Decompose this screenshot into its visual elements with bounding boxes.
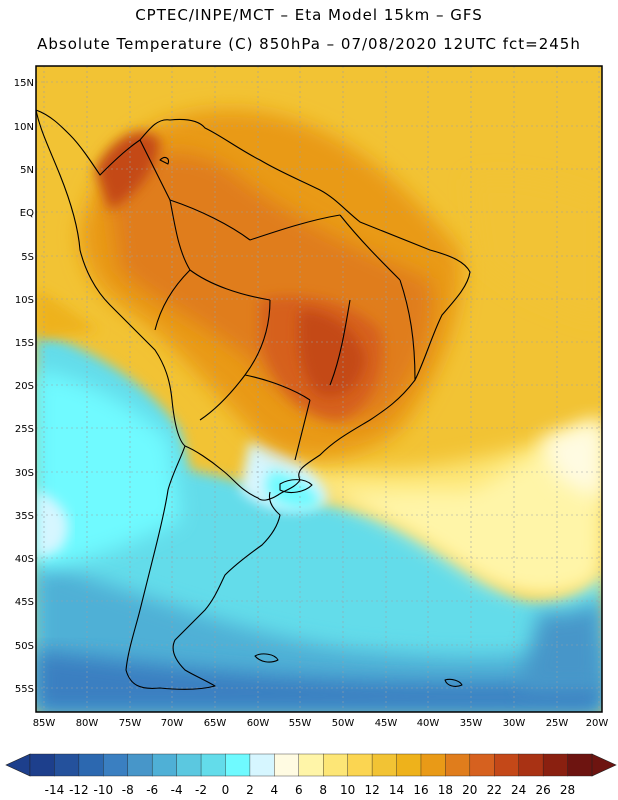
colorbar-tick-label: 8 <box>319 783 327 797</box>
lon-label: 25W <box>546 718 569 729</box>
lon-label: 35W <box>460 718 483 729</box>
colorbar-tick-label: 2 <box>246 783 254 797</box>
colorbar-tick-label: -8 <box>122 783 134 797</box>
colorbar-swatch <box>249 753 275 777</box>
colorbar-tick-label: -10 <box>93 783 113 797</box>
colorbar-arrow-low <box>5 753 31 777</box>
colorbar-swatch <box>469 753 495 777</box>
colorbar-tick-label: 0 <box>222 783 230 797</box>
colorbar-swatch <box>567 753 593 777</box>
lon-label: 50W <box>332 718 355 729</box>
lat-label: 15S <box>15 338 34 349</box>
lat-label: 35S <box>15 511 34 522</box>
colorbar-swatch <box>420 753 446 777</box>
colorbar-tick-label: 24 <box>511 783 526 797</box>
lon-label: 75W <box>119 718 142 729</box>
colorbar-tick-label: 22 <box>487 783 502 797</box>
colorbar-swatch <box>103 753 129 777</box>
colorbar-swatch <box>371 753 398 777</box>
colorbar-swatch <box>54 753 80 777</box>
lon-label: 45W <box>375 718 398 729</box>
lat-label: 20S <box>15 381 34 392</box>
lon-label: 55W <box>289 718 312 729</box>
colorbar-tick-label: 28 <box>560 783 575 797</box>
colorbar-arrow-high <box>591 753 617 777</box>
lat-label: 5S <box>21 252 34 263</box>
lon-label: 60W <box>247 718 270 729</box>
map-title-line-2: Absolute Temperature (C) 850hPa – 07/08/… <box>37 35 581 53</box>
lat-label: EQ <box>20 208 34 219</box>
colorbar-tick-label: 20 <box>462 783 477 797</box>
colorbar-tick-label: 10 <box>340 783 355 797</box>
colorbar-tick-label: 4 <box>271 783 279 797</box>
graticule <box>36 66 602 712</box>
lat-label: 40S <box>15 554 34 565</box>
coastline-outline <box>36 109 471 690</box>
colorbar-tick-label: -2 <box>195 783 207 797</box>
lon-label: 20W <box>586 718 609 729</box>
colorbar-swatch <box>274 753 300 777</box>
colorbar-tick-label: 26 <box>535 783 550 797</box>
lat-label: 55S <box>15 684 34 695</box>
lat-label: 50S <box>15 641 34 652</box>
colorbar-tick-label: -6 <box>146 783 158 797</box>
colorbar-tick-label: 18 <box>438 783 453 797</box>
longitude-labels: 85W 80W 75W 70W 65W 60W 55W 50W 45W 40W … <box>33 718 609 729</box>
lat-label: 15N <box>14 78 34 89</box>
colorbar-tick-label: 12 <box>364 783 379 797</box>
colorbar-swatch <box>323 753 349 777</box>
colorbar-tick-label: -4 <box>171 783 183 797</box>
lon-label: 40W <box>417 718 440 729</box>
lat-label: 45S <box>15 597 34 608</box>
lat-label: 5N <box>20 165 34 176</box>
lon-label: 80W <box>76 718 99 729</box>
colorbar-swatch <box>176 753 202 777</box>
latitude-labels: 15N 10N 5N EQ 5S 10S 15S 20S 25S 30S 35S… <box>14 78 34 695</box>
lon-label: 65W <box>204 718 227 729</box>
colorbar-swatch <box>29 753 55 777</box>
lat-label: 10N <box>14 122 34 133</box>
colorbar-swatch <box>347 753 373 777</box>
colorbar-swatch <box>298 753 324 777</box>
colorbar-tick-label: -14 <box>45 783 65 797</box>
lat-label: 25S <box>15 424 34 435</box>
colorbar-swatch <box>396 753 422 777</box>
temperature-field <box>36 66 602 712</box>
colorbar-swatch <box>225 753 251 777</box>
colorbar-swatch <box>445 753 471 777</box>
map-frame <box>35 65 603 713</box>
colorbar-swatch <box>200 753 226 777</box>
colorbar-swatch <box>494 753 520 777</box>
lat-label: 30S <box>15 468 34 479</box>
lon-label: 30W <box>503 718 526 729</box>
colorbar: -14 -12 -10 -8 -6 -4 -2 0 2 4 6 8 10 12 14 16 18 20 22 24 26… <box>5 753 617 797</box>
colorbar-tick-label: 6 <box>295 783 303 797</box>
colorbar-tick-label: 16 <box>413 783 428 797</box>
lon-label: 70W <box>161 718 184 729</box>
map-title-line-1: CPTEC/INPE/MCT – Eta Model 15km – GFS <box>135 6 483 24</box>
colorbar-swatch <box>78 753 104 777</box>
colorbar-swatch <box>151 753 178 777</box>
colorbar-swatch <box>542 753 569 777</box>
colorbar-swatch <box>127 753 153 777</box>
lat-label: 10S <box>15 295 34 306</box>
colorbar-tick-label: 14 <box>389 783 404 797</box>
colorbar-tick-label: -12 <box>69 783 89 797</box>
colorbar-swatch <box>518 753 544 777</box>
lon-label: 85W <box>33 718 56 729</box>
